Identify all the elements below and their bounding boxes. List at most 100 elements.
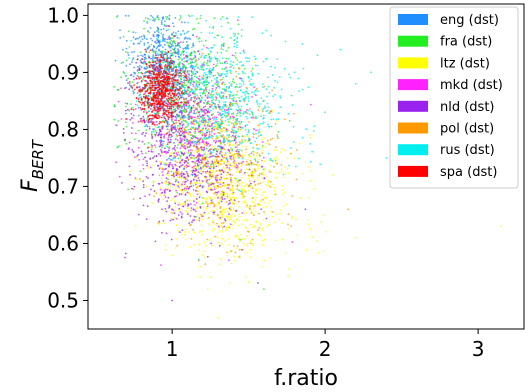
point-rus — [197, 137, 200, 140]
point-pol — [236, 188, 239, 191]
point-rus — [230, 122, 233, 124]
point-ltz — [229, 162, 232, 165]
point-fra — [137, 129, 140, 132]
point-eng — [122, 71, 125, 73]
point-pol — [195, 155, 198, 158]
point-nld — [209, 106, 211, 108]
point-ltz — [219, 224, 222, 227]
point-pol — [221, 226, 224, 229]
point-rus — [241, 91, 244, 94]
point-mkd — [232, 191, 235, 194]
point-ltz — [233, 255, 236, 258]
point-spa — [145, 111, 148, 114]
point-ltz — [243, 189, 246, 192]
point-fra — [122, 35, 125, 38]
point-ltz — [224, 171, 227, 174]
point-ltz — [251, 172, 253, 175]
point-fra — [179, 155, 182, 158]
point-ltz — [234, 182, 237, 185]
point-ltz — [192, 195, 195, 198]
point-rus — [138, 94, 141, 97]
point-eng — [149, 74, 152, 77]
point-nld — [137, 120, 140, 123]
point-rus — [223, 62, 226, 65]
point-rus — [194, 142, 197, 145]
point-nld — [143, 121, 146, 124]
point-rus — [199, 123, 201, 126]
point-rus — [202, 185, 204, 187]
point-rus — [205, 136, 208, 139]
point-mkd — [215, 116, 218, 119]
point-mkd — [217, 191, 220, 193]
point-rus — [225, 85, 228, 88]
point-rus — [268, 91, 271, 94]
point-ltz — [174, 247, 177, 250]
point-rus — [254, 115, 257, 118]
point-eng — [172, 121, 175, 124]
point-nld — [172, 218, 175, 221]
point-fra — [187, 79, 190, 82]
point-eng — [179, 46, 182, 49]
point-ltz — [219, 218, 222, 221]
point-rus — [201, 131, 204, 134]
point-rus — [233, 96, 235, 99]
point-ltz — [261, 243, 264, 246]
point-ltz — [256, 176, 259, 179]
point-fra — [220, 149, 223, 151]
point-ltz — [162, 161, 165, 164]
point-mkd — [181, 126, 184, 129]
point-fra — [171, 120, 173, 122]
point-eng — [169, 42, 172, 45]
point-ltz — [208, 238, 211, 241]
point-spa — [153, 102, 156, 105]
point-nld — [235, 146, 237, 149]
point-fra — [205, 86, 208, 89]
point-fra — [187, 81, 190, 84]
point-fra — [152, 51, 155, 53]
point-pol — [246, 204, 248, 207]
point-rus — [216, 122, 219, 125]
point-rus — [251, 111, 254, 114]
point-rus — [239, 115, 242, 117]
point-nld — [210, 183, 212, 186]
point-pol — [257, 124, 260, 127]
point-nld — [265, 217, 268, 220]
point-rus — [207, 70, 210, 73]
point-fra — [174, 44, 177, 47]
point-rus — [179, 109, 181, 111]
point-pol — [238, 126, 240, 128]
point-nld — [228, 199, 231, 202]
point-nld — [124, 109, 127, 112]
point-ltz — [235, 197, 238, 200]
point-rus — [279, 96, 282, 99]
point-fra — [179, 104, 182, 106]
point-rus — [198, 113, 201, 116]
point-rus — [153, 112, 156, 115]
point-ltz — [185, 228, 187, 231]
point-spa — [168, 92, 171, 95]
point-pol — [243, 195, 246, 198]
point-nld — [129, 173, 132, 176]
point-rus — [171, 159, 174, 161]
point-spa — [152, 117, 155, 119]
point-nld — [197, 154, 199, 157]
point-nld — [188, 145, 191, 148]
point-mkd — [219, 178, 221, 181]
point-nld — [142, 186, 145, 189]
point-ltz — [230, 216, 233, 219]
point-nld — [211, 160, 214, 163]
point-eng — [136, 92, 139, 94]
point-nld — [189, 180, 192, 183]
point-eng — [184, 68, 187, 70]
point-ltz — [236, 247, 238, 250]
point-ltz — [255, 221, 257, 224]
point-fra — [176, 191, 179, 194]
point-pol — [178, 176, 181, 178]
point-rus — [250, 78, 253, 81]
point-rus — [313, 125, 316, 127]
point-rus — [235, 118, 237, 121]
point-rus — [116, 145, 119, 148]
point-ltz — [211, 229, 214, 232]
point-rus — [236, 112, 239, 115]
point-nld — [221, 146, 224, 149]
